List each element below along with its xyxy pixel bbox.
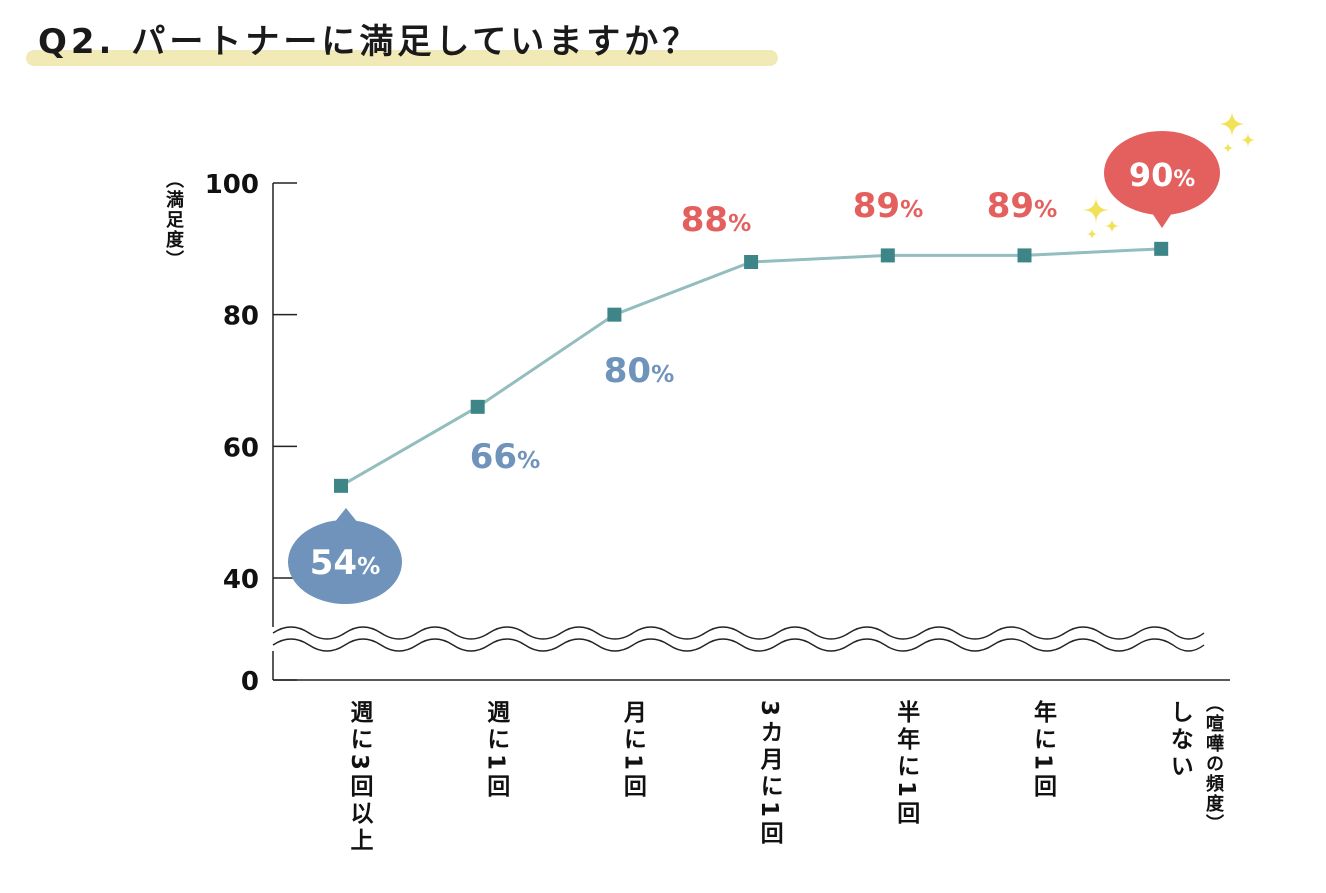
x-tick-label: 週に1回 [482, 700, 509, 802]
callout-bubble-low: 54% [288, 508, 402, 604]
data-label: 54% [310, 543, 380, 583]
data-point [1017, 248, 1032, 263]
callout-bubble-high: 90% [1104, 131, 1220, 228]
y-tick-label: 100 [205, 170, 259, 200]
y-axis-label: （満足度） [163, 170, 184, 270]
data-point [607, 307, 622, 322]
sparkle-icon [1082, 196, 1110, 224]
title-area: Q2. パートナーに満足していますか？ [26, 14, 778, 68]
data-label: 89% [987, 186, 1057, 226]
data-label: 90% [1129, 156, 1196, 194]
sparkle-icon [1218, 110, 1246, 138]
x-axis-label: （喧嘩の頻度） [1203, 694, 1224, 834]
x-tick-label: 年に1回 [1029, 700, 1056, 802]
y-tick-label: 40 [223, 565, 259, 595]
data-point [744, 255, 759, 269]
sparkle-icon [1086, 228, 1098, 240]
x-tick-label: 半年に1回 [892, 700, 919, 829]
x-tick-label: 3カ月に1回 [756, 700, 783, 849]
series-line [340, 247, 1162, 488]
data-label: 66% [470, 437, 540, 477]
sparkle-icon [1104, 218, 1120, 234]
data-label: 89% [853, 186, 923, 226]
x-tick-label: しない [1166, 700, 1193, 781]
sparkle-icon [1222, 142, 1234, 154]
x-tick-label: 週に3回以上 [346, 700, 372, 856]
y-tick-label: 80 [223, 302, 259, 332]
data-label: 88% [681, 200, 751, 240]
data-point [1154, 241, 1169, 256]
data-label: 80% [604, 351, 674, 391]
title-highlight [26, 50, 778, 66]
axis-break [267, 626, 1206, 652]
sparkle-icon [1240, 132, 1256, 148]
y-tick-label: 0 [241, 667, 259, 697]
data-point [334, 478, 348, 493]
data-point [880, 248, 895, 263]
y-tick-label: 60 [223, 433, 259, 463]
page-title: Q2. パートナーに満足していますか？ [38, 22, 701, 62]
x-tick-label: 月に1回 [619, 700, 646, 802]
data-point [470, 399, 485, 414]
